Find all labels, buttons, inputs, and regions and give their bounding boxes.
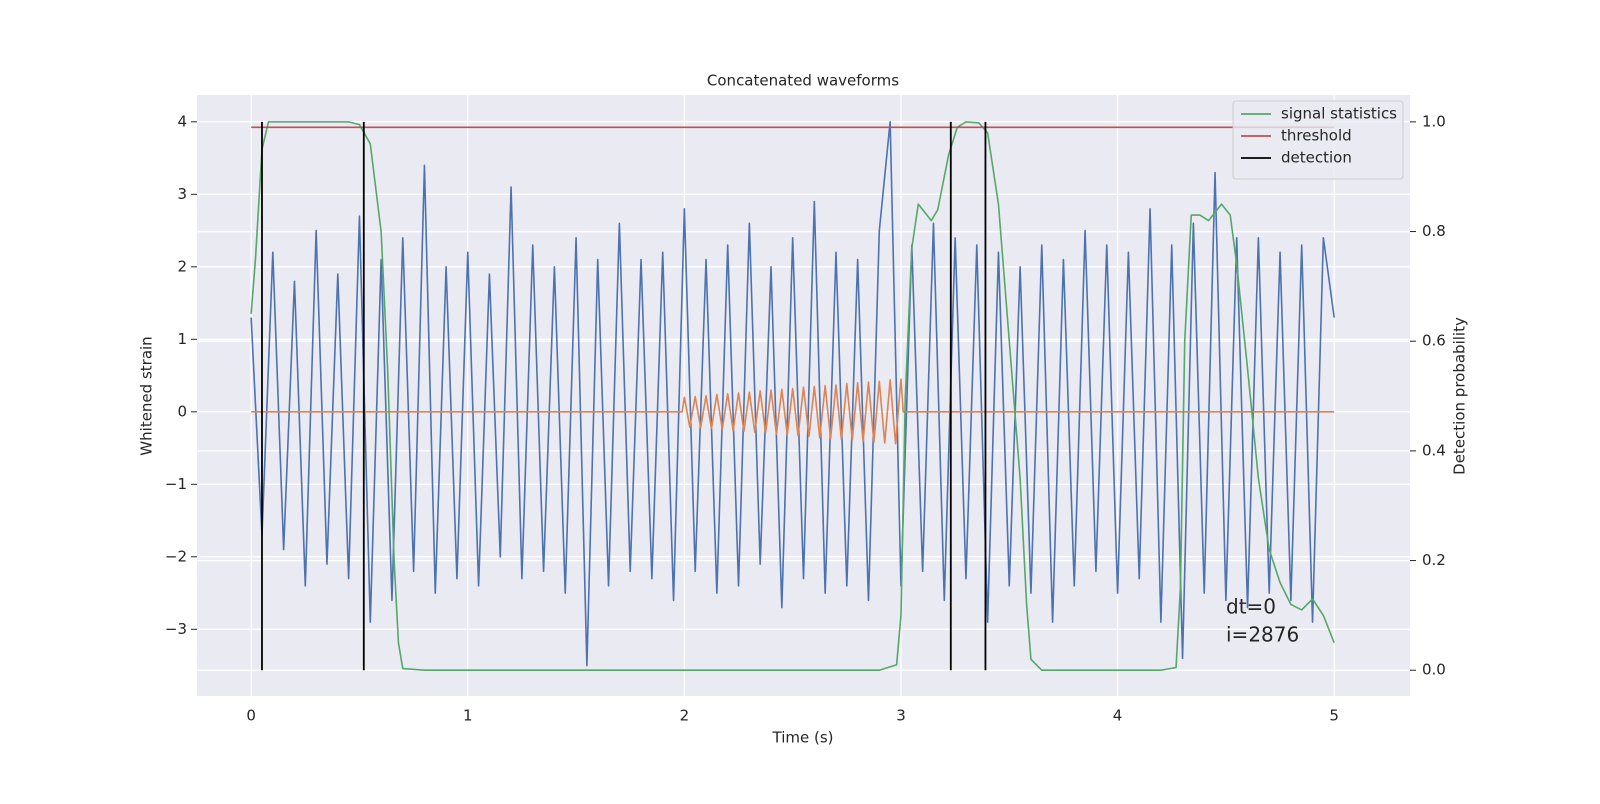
x-tick-label: 5 <box>1329 707 1339 725</box>
annotation: dt=0 <box>1226 595 1276 619</box>
series-line <box>250 121 1335 672</box>
y-tick-label: 3 <box>177 185 187 203</box>
x-tick-label: 4 <box>1113 707 1123 725</box>
x-tick-label: 0 <box>246 707 256 725</box>
y-tick-label: 4 <box>177 112 187 130</box>
legend-label: signal statistics <box>1281 105 1397 123</box>
x-axis-label: Time (s) <box>772 729 834 747</box>
series-line <box>250 121 1335 667</box>
plot-area <box>197 95 1410 696</box>
x-tick-label: 3 <box>896 707 906 725</box>
series-line <box>251 378 1335 445</box>
y-tick-label: −3 <box>165 620 187 638</box>
y-axis-label: Whitened strain <box>138 336 156 455</box>
y2-tick-label: 0.8 <box>1422 222 1446 240</box>
y2-tick-label: 0.4 <box>1422 441 1446 459</box>
x-tick-label: 2 <box>680 707 690 725</box>
y-tick-label: −2 <box>165 547 187 565</box>
chart-title: Concatenated waveforms <box>707 72 899 90</box>
y-tick-label: 2 <box>177 257 187 275</box>
y2-tick-label: 0.6 <box>1422 332 1446 350</box>
y2-tick-label: 0.2 <box>1422 551 1446 569</box>
y-tick-label: 0 <box>177 402 187 420</box>
x-tick-label: 1 <box>463 707 473 725</box>
y2-tick-label: 0.0 <box>1422 661 1446 679</box>
y-tick-label: 1 <box>177 330 187 348</box>
legend-label: detection <box>1281 149 1352 167</box>
legend-box <box>1232 100 1404 180</box>
y2-axis-label: Detection probability <box>1451 317 1469 475</box>
y-tick-label: −1 <box>165 475 187 493</box>
legend-label: threshold <box>1281 127 1352 145</box>
y2-tick-label: 1.0 <box>1422 112 1446 130</box>
annotation: i=2876 <box>1226 623 1299 647</box>
legend: signal statistics threshold detection <box>1232 100 1404 180</box>
